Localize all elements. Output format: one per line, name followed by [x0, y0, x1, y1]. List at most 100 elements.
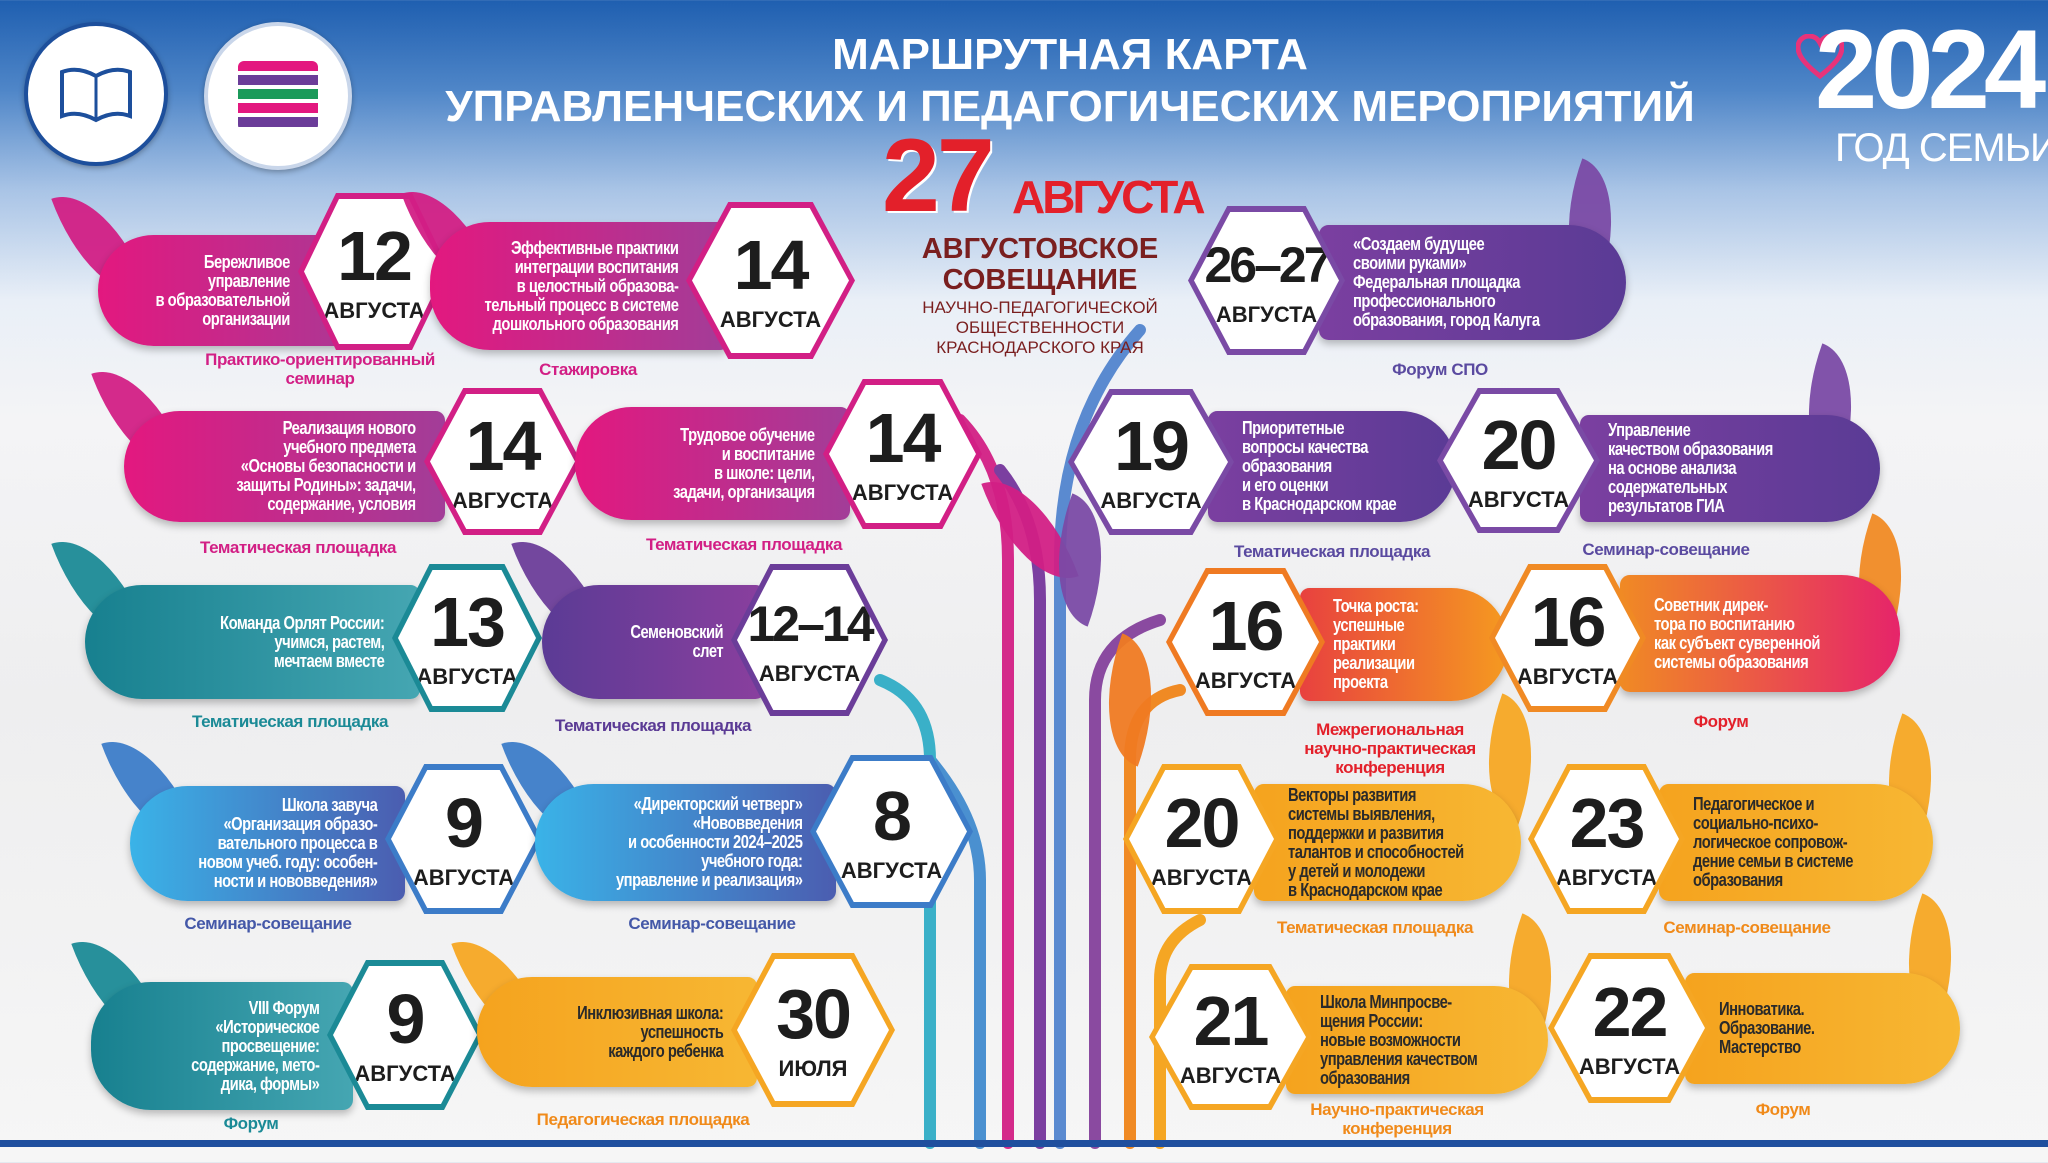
- event-title: Точка роста: успешные практики реализаци…: [1333, 596, 1419, 692]
- event-format: Стажировка: [539, 360, 637, 379]
- event-month: АВГУСТА: [412, 865, 515, 890]
- event-day: 22: [1592, 973, 1669, 1051]
- books-stack-icon: [238, 61, 318, 131]
- event-title: Школа Минпросве- щения России: новые воз…: [1320, 991, 1478, 1088]
- event-format: Тематическая площадка: [1276, 918, 1474, 937]
- event-format: Тематическая площадка: [554, 716, 752, 735]
- event-title: Приоритетные вопросы качества образовани…: [1242, 418, 1397, 514]
- event-day: 9: [386, 980, 426, 1058]
- event-title: «Директорский четверг» «Нововведения и о…: [615, 794, 803, 890]
- event-format: Форум СПО: [1392, 360, 1488, 379]
- event-day: 16: [1208, 587, 1285, 665]
- event-date-badge: 9 АВГУСТА: [327, 960, 483, 1110]
- central-event-title: АВГУСТОВСКОЕ СОВЕЩАНИЕ: [921, 233, 1159, 296]
- event-day: 14: [865, 399, 942, 477]
- event-format: Практико-ориентированный семинар: [205, 350, 435, 388]
- event-title-band: Инклюзивная школа: успешность каждого ре…: [477, 977, 757, 1087]
- event-month: АВГУСТА: [416, 664, 518, 689]
- event-title-band: Трудовое обучение и воспитание в школе: …: [575, 407, 850, 520]
- event-format: Форум: [1755, 1100, 1811, 1119]
- event-title-band: Советник дирек- тора по воспитанию как с…: [1620, 575, 1900, 692]
- event-title-band: Точка роста: успешные практики реализаци…: [1300, 588, 1508, 701]
- year-caption: ГОД СЕМЬИ: [1835, 126, 2048, 170]
- event-title: «Создаем будущее своими руками» Федераль…: [1353, 234, 1540, 330]
- event-title-band: Школа завуча «Организация образо- ватель…: [130, 786, 405, 901]
- event-title: Инноватика. Образование. Мастерство: [1719, 999, 1815, 1057]
- event-month: ИЮЛЯ: [778, 1056, 848, 1081]
- event-date-badge: 12–14 АВГУСТА: [731, 564, 888, 716]
- event-title: Команда Орлят России: учимся, растем, ме…: [219, 612, 385, 671]
- event-title-band: Эффективные практики интеграции воспитан…: [430, 222, 730, 350]
- event-title: Семеновский слет: [630, 622, 723, 661]
- event-title: Управление качеством образования на осно…: [1608, 420, 1773, 516]
- event-title: Педагогическое и социально-психо- логиче…: [1693, 794, 1853, 890]
- event-title-band: Векторы развития системы выявления, подд…: [1254, 784, 1521, 901]
- event-month: АВГУСТА: [1194, 668, 1297, 693]
- event-month: АВГУСТА: [840, 857, 943, 883]
- event-format: Форум: [223, 1114, 279, 1133]
- event-day: 23: [1569, 784, 1646, 862]
- event-day: 14: [733, 225, 810, 304]
- event-format: Форум: [1693, 712, 1749, 731]
- event-title: Бережливое управление в образовательной …: [155, 251, 291, 329]
- event-month: АВГУСТА: [1100, 488, 1202, 513]
- event-day: 12: [337, 216, 413, 295]
- event-day: 8: [873, 776, 912, 855]
- event-title: Трудовое обучение и воспитание в школе: …: [673, 424, 815, 502]
- ministry-logo: [24, 22, 168, 166]
- event-format: Семинар-совещание: [628, 914, 796, 933]
- event-date-badge: 16 АВГУСТА: [1489, 564, 1646, 712]
- central-event-day: 27: [882, 118, 995, 234]
- central-event-subtitle: НАУЧНО-ПЕДАГОГИЧЕСКОЙ ОБЩЕСТВЕННОСТИ КРА…: [922, 298, 1158, 357]
- event-title: VIII Форум «Историческое просвещение: со…: [190, 997, 320, 1094]
- event-format: Тематическая площадка: [645, 535, 843, 554]
- event-date-badge: 23 АВГУСТА: [1528, 764, 1685, 914]
- event-format: Тематическая площадка: [1233, 542, 1431, 561]
- event-title: Советник дирек- тора по воспитанию как с…: [1654, 594, 1820, 672]
- event-format: Межрегиональная научно-практическая конф…: [1304, 720, 1476, 777]
- event-month: АВГУСТА: [354, 1061, 456, 1086]
- event-day: 20: [1164, 784, 1241, 862]
- event-month: АВГУСТА: [719, 306, 822, 332]
- book-icon: [60, 67, 132, 123]
- event-month: АВГУСТА: [1179, 1063, 1282, 1088]
- event-title: Эффективные практики интеграции воспитан…: [484, 237, 678, 334]
- event-month: АВГУСТА: [323, 297, 425, 323]
- event-day: 20: [1481, 405, 1558, 484]
- page-title-line2: УПРАВЛЕНЧЕСКИХ И ПЕДАГОГИЧЕСКИХ МЕРОПРИЯ…: [445, 82, 1695, 131]
- event-month: АВГУСТА: [1516, 664, 1619, 689]
- event-month: АВГУСТА: [1467, 486, 1570, 512]
- event-month: АВГУСТА: [1150, 865, 1253, 890]
- event-date-badge: 14 АВГУСТА: [823, 379, 982, 529]
- event-date-badge: 14 АВГУСТА: [686, 202, 855, 359]
- event-day: 26–27: [1204, 236, 1331, 293]
- event-title: Инклюзивная школа: успешность каждого ре…: [576, 1002, 724, 1061]
- institute-logo: [204, 22, 352, 170]
- event-day: 30: [776, 975, 852, 1053]
- event-format: Тематическая площадка: [199, 538, 397, 557]
- event-month: АВГУСТА: [1555, 865, 1658, 890]
- event-title-band: Инноватика. Образование. Мастерство: [1685, 973, 1960, 1084]
- event-format: Научно-практическая конференция: [1310, 1100, 1484, 1138]
- event-format: Педагогическая площадка: [536, 1110, 750, 1129]
- page-title-line1: МАРШРУТНАЯ КАРТА: [832, 30, 1308, 79]
- event-month: АВГУСТА: [758, 661, 861, 686]
- event-day: 21: [1193, 982, 1270, 1060]
- event-day: 9: [445, 784, 484, 862]
- event-format: Семинар-совещание: [1663, 918, 1831, 937]
- event-date-badge: 12 АВГУСТА: [298, 193, 450, 350]
- year-badge: 2024: [1815, 7, 2046, 132]
- event-title-band: Реализация нового учебного предмета «Осн…: [124, 411, 445, 522]
- event-day: 12–14: [747, 596, 874, 652]
- event-title: Школа завуча «Организация образо- ватель…: [197, 795, 378, 891]
- event-day: 19: [1114, 407, 1190, 485]
- event-day: 16: [1530, 583, 1607, 661]
- event-format: Семинар-совещание: [184, 914, 352, 933]
- event-title-band: Школа Минпросве- щения России: новые воз…: [1286, 986, 1548, 1094]
- central-event-month: АВГУСТА: [1012, 171, 1206, 223]
- event-title-band: «Директорский четверг» «Нововведения и о…: [535, 784, 836, 901]
- event-date-badge: 16 АВГУСТА: [1166, 568, 1325, 716]
- event-title-band: Семеновский слет: [542, 585, 765, 699]
- event-title-band: Управление качеством образования на осно…: [1580, 415, 1880, 522]
- event-day: 14: [465, 406, 542, 485]
